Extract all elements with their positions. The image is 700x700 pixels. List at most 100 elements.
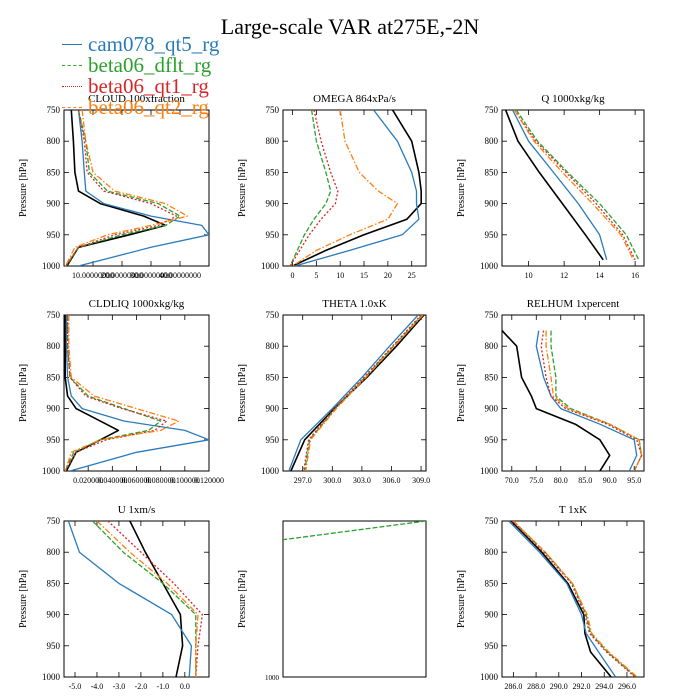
- x-tick-label: -2.0: [135, 682, 148, 691]
- series-line-obs: [66, 110, 167, 266]
- y-tick-label: 950: [485, 641, 499, 651]
- legend-label: beta06_dflt_rg: [88, 53, 212, 77]
- y-tick-label: 950: [485, 230, 499, 240]
- y-tick-label: 800: [485, 547, 499, 557]
- y-tick-label: 850: [47, 167, 61, 177]
- y-tick-label: 900: [485, 404, 499, 414]
- series-line-beta06_qt2_rg: [64, 315, 180, 471]
- series-line-beta06_qt1_rg: [64, 315, 168, 471]
- series-line-beta06_dflt_rg: [283, 521, 426, 541]
- y-tick-label: 900: [47, 610, 61, 620]
- y-tick-label: 950: [485, 435, 499, 445]
- plot-frame: [63, 109, 210, 267]
- x-tick-label: 85.0: [578, 476, 592, 485]
- x-tick-label: 294.0: [595, 682, 613, 691]
- y-axis-label: Pressure [hPa]: [456, 364, 467, 422]
- plot-frame: [501, 109, 645, 267]
- panel-title: CLDLIQ 1000xkg/kg: [89, 298, 185, 310]
- x-tick-label: -4.0: [91, 682, 104, 691]
- chart-panel: U 1xm/s Pressure [hPa] 750 800 850 900 950 1000…: [18, 504, 210, 691]
- chart-panel: Q 1000xkg/kg Pressure [hPa] 750 800 850 900 95…: [456, 93, 645, 280]
- series-line-obs: [290, 315, 425, 471]
- chart-panel: RELHUM 1xpercent Pressure [hPa] 750 800 850 9…: [456, 298, 645, 485]
- legend-swatch: [62, 44, 82, 45]
- x-tick-label: 0.0: [180, 682, 190, 691]
- legend-item: beta06_dflt_rg: [62, 55, 219, 76]
- panel-title: OMEGA 864xPa/s: [313, 93, 396, 105]
- y-tick-label: 850: [47, 372, 61, 382]
- x-tick-label: 296.0: [618, 682, 636, 691]
- y-tick-label: 900: [266, 199, 280, 209]
- x-tick-label: 12: [560, 271, 568, 280]
- series-line-cam078_qt5_rg: [288, 315, 419, 471]
- series-line-obs: [129, 521, 184, 677]
- series-line-beta06_dflt_rg: [512, 521, 637, 677]
- x-tick-label: 70.0: [505, 476, 519, 485]
- y-tick-label: 800: [47, 341, 61, 351]
- x-tick-label: 292.0: [573, 682, 591, 691]
- panel-title: Q 1000xkg/kg: [541, 93, 605, 105]
- legend-swatch: [62, 65, 82, 66]
- series-line-cam078_qt5_rg: [508, 521, 617, 677]
- legend-label: beta06_qt2_rg: [88, 95, 209, 119]
- x-tick-label: 0.120000: [194, 476, 224, 485]
- y-tick-label: 1000: [42, 261, 61, 271]
- x-tick-label: 0.060000: [122, 476, 152, 485]
- series-line-beta06_qt1_rg: [289, 110, 339, 266]
- chart-panel: CLOUD 100xfraction Pressure [hPa] 750 800 85…: [18, 93, 210, 280]
- y-tick-label: 900: [47, 404, 61, 414]
- x-tick-label: 25: [408, 271, 416, 280]
- legend-label: cam078_qt5_rg: [88, 32, 220, 56]
- y-tick-label: 1000: [265, 674, 280, 682]
- plot-frame: [501, 314, 645, 472]
- plot-frame: [63, 520, 210, 678]
- y-tick-label: 800: [485, 136, 499, 146]
- series-line-beta06_qt2_rg: [305, 315, 424, 471]
- legend-item: beta06_qt2_rg: [62, 97, 219, 118]
- x-tick-label: 20: [384, 271, 392, 280]
- y-tick-label: 1000: [261, 261, 280, 271]
- y-tick-label: 850: [485, 372, 499, 382]
- series-line-beta06_qt1_rg: [540, 330, 643, 471]
- x-tick-label: 309.0: [412, 476, 430, 485]
- x-tick-label: 10: [525, 271, 533, 280]
- x-tick-label: 40.00000000: [159, 271, 201, 280]
- y-tick-label: 1000: [480, 261, 499, 271]
- y-tick-label: 1000: [480, 466, 499, 476]
- y-tick-label: 850: [266, 372, 280, 382]
- series-line-obs: [504, 110, 604, 261]
- series-line-beta06_dflt_rg: [65, 110, 181, 266]
- x-tick-label: 16: [631, 271, 639, 280]
- y-tick-label: 1000: [42, 466, 61, 476]
- x-tick-label: 290.0: [550, 682, 568, 691]
- legend-label: beta06_qt1_rg: [88, 74, 209, 98]
- y-tick-label: 800: [47, 136, 61, 146]
- x-tick-label: 95.0: [627, 476, 641, 485]
- y-tick-label: 950: [266, 230, 280, 240]
- x-tick-label: -1.0: [157, 682, 170, 691]
- y-tick-label: 1000: [261, 466, 280, 476]
- y-tick-label: 950: [266, 435, 280, 445]
- chart-panel: OMEGA 864xPa/s Pressure [hPa] 750 800 850 900…: [237, 93, 427, 280]
- series-line-beta06_qt2_rg: [292, 110, 399, 266]
- legend-swatch: [62, 86, 82, 87]
- x-tick-label: 30.00000000: [130, 271, 172, 280]
- y-tick-label: 850: [485, 167, 499, 177]
- y-tick-label: 950: [47, 435, 61, 445]
- y-tick-label: 850: [485, 578, 499, 588]
- x-tick-label: -3.0: [113, 682, 126, 691]
- y-tick-label: 850: [47, 578, 61, 588]
- chart-panel: CLDLIQ 1000xkg/kg Pressure [hPa] 750 800 850…: [18, 298, 224, 485]
- series-line-beta06_dflt_rg: [515, 110, 640, 261]
- panel-title: U 1xm/s: [118, 504, 156, 516]
- legend: cam078_qt5_rg beta06_dflt_rg beta06_qt1_…: [62, 34, 219, 118]
- x-tick-label: 90.0: [603, 476, 617, 485]
- y-axis-label: Pressure [hPa]: [18, 159, 29, 217]
- series-line-beta06_dflt_rg: [550, 330, 643, 471]
- panel-title: T 1xK: [559, 504, 587, 516]
- y-axis-label: Pressure [hPa]: [237, 570, 248, 628]
- y-axis-label: Pressure [hPa]: [456, 159, 467, 217]
- x-tick-label: 0.100000: [170, 476, 200, 485]
- y-tick-label: 950: [47, 641, 61, 651]
